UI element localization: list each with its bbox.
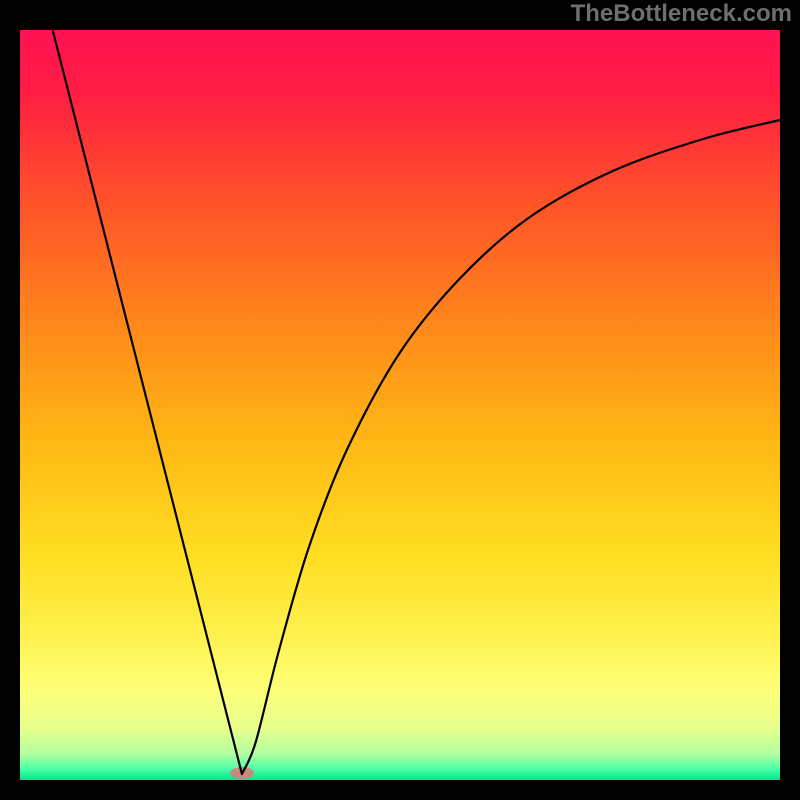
plot-area: [20, 30, 780, 780]
chart-svg: [0, 0, 800, 800]
bottleneck-chart: TheBottleneck.com: [0, 0, 800, 800]
watermark-text: TheBottleneck.com: [571, 0, 792, 28]
